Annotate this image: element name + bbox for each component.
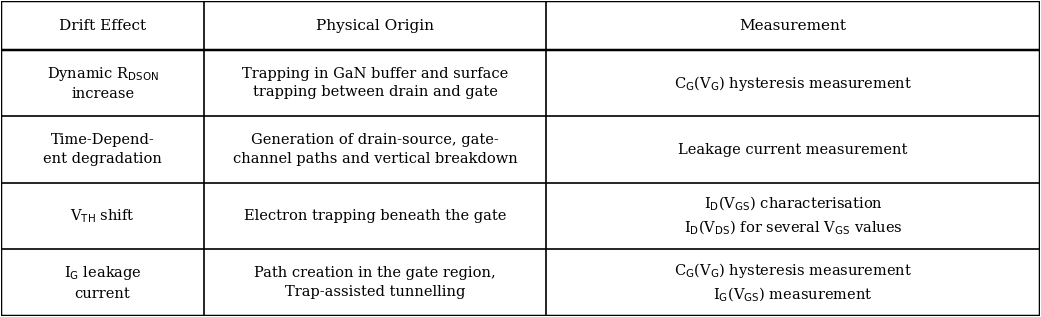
Text: V$_\mathrm{TH}$ shift: V$_\mathrm{TH}$ shift	[71, 207, 135, 225]
Text: Time-Depend-
ent degradation: Time-Depend- ent degradation	[43, 133, 162, 166]
Text: Generation of drain-source, gate-
channel paths and vertical breakdown: Generation of drain-source, gate- channe…	[233, 133, 517, 166]
Text: I$_\mathrm{G}$ leakage
current: I$_\mathrm{G}$ leakage current	[64, 264, 142, 301]
Text: Path creation in the gate region,
Trap-assisted tunnelling: Path creation in the gate region, Trap-a…	[254, 266, 496, 299]
Text: C$_\mathrm{G}$(V$_\mathrm{G}$) hysteresis measurement: C$_\mathrm{G}$(V$_\mathrm{G}$) hysteresi…	[674, 74, 912, 93]
Text: Measurement: Measurement	[739, 19, 846, 33]
Text: Electron trapping beneath the gate: Electron trapping beneath the gate	[244, 209, 506, 223]
Text: I$_\mathrm{D}$(V$_\mathrm{GS}$) characterisation
I$_\mathrm{D}$(V$_\mathrm{DS}$): I$_\mathrm{D}$(V$_\mathrm{GS}$) characte…	[684, 195, 903, 237]
Text: C$_\mathrm{G}$(V$_\mathrm{G}$) hysteresis measurement
I$_\mathrm{G}$(V$_\mathrm{: C$_\mathrm{G}$(V$_\mathrm{G}$) hysteresi…	[674, 261, 912, 304]
Text: Leakage current measurement: Leakage current measurement	[679, 143, 908, 157]
Text: Physical Origin: Physical Origin	[316, 19, 434, 33]
Text: Drift Effect: Drift Effect	[59, 19, 146, 33]
Text: Dynamic R$_\mathrm{DSON}$
increase: Dynamic R$_\mathrm{DSON}$ increase	[47, 65, 158, 101]
Text: Trapping in GaN buffer and surface
trapping between drain and gate: Trapping in GaN buffer and surface trapp…	[242, 67, 508, 100]
